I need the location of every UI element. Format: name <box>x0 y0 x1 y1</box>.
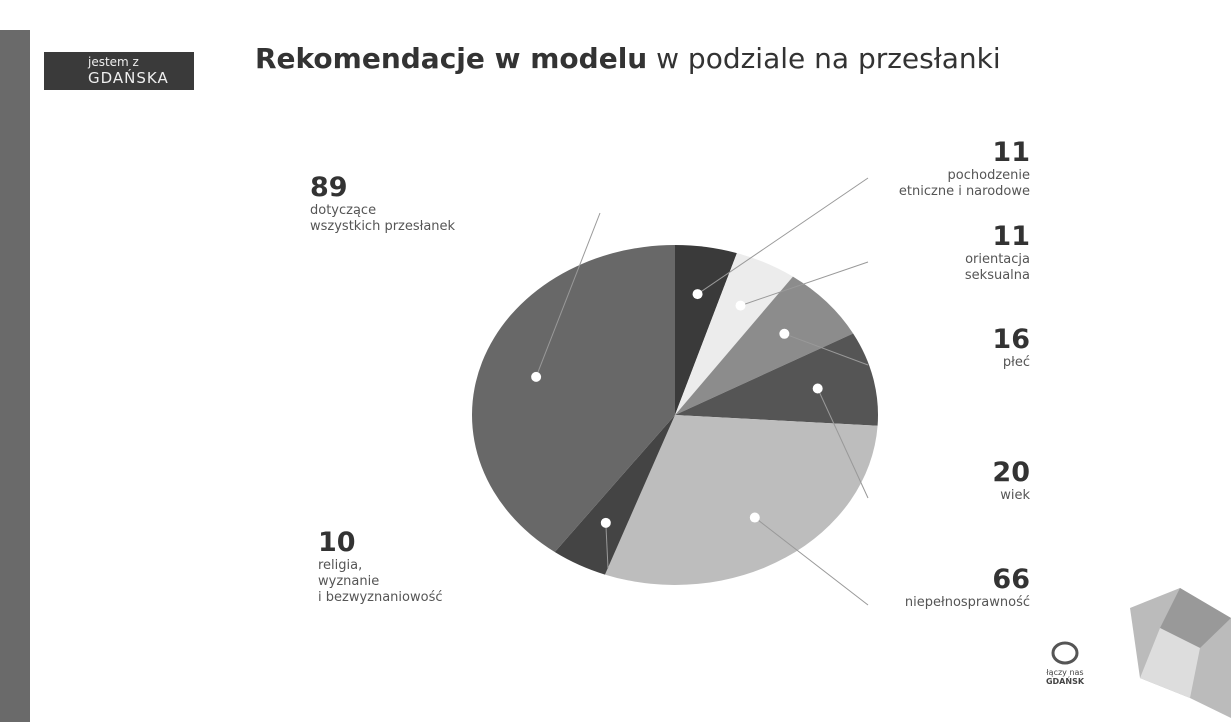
slice-label: 16 płeć <box>992 325 1030 371</box>
slice-label: 11 orientacja seksualna <box>965 222 1030 284</box>
footer-logo: łączy nas GDAŃSK <box>1040 640 1090 686</box>
value-label: 89 <box>310 172 348 203</box>
pie-slice <box>554 415 675 575</box>
slice-label: 89 dotyczące wszystkich przesłanek <box>310 173 455 235</box>
value-label: 20 <box>992 457 1030 488</box>
slice-dot <box>600 517 611 528</box>
slice-dot <box>531 371 542 382</box>
title-bold: Rekomendacje w modelu <box>255 42 648 75</box>
category-label: dotyczące wszystkich przesłanek <box>310 203 456 234</box>
pie-slice <box>472 245 675 552</box>
slice-dot <box>735 300 746 311</box>
category-label: niepełnosprawność <box>904 595 1030 610</box>
logo-text: GDAŃSK <box>1045 677 1085 686</box>
pie-slice <box>675 245 737 415</box>
slice-label: 10 religia, wyznanie i bezwyznaniowość <box>318 528 442 606</box>
pie-slice <box>675 276 854 415</box>
logo-icon <box>1051 641 1079 665</box>
slice-label: 66 niepełnosprawność <box>905 565 1030 611</box>
value-label: 16 <box>992 324 1030 355</box>
leader-line <box>817 388 869 499</box>
logo-text: GDAŃSKA <box>88 69 169 87</box>
leader-line <box>740 261 869 307</box>
value-label: 66 <box>992 564 1030 595</box>
category-label: płeć <box>1002 355 1030 370</box>
slice-label: 20 wiek <box>992 458 1030 504</box>
logo-text: jestem z <box>88 55 139 69</box>
slice-label: 11 pochodzenie etniczne i narodowe <box>899 138 1030 200</box>
category-label: pochodzenie etniczne i narodowe <box>898 168 1030 199</box>
category-label: wiek <box>1000 488 1030 503</box>
leader-line <box>784 333 869 366</box>
decoration <box>1130 588 1231 718</box>
pie-slice <box>604 415 878 585</box>
value-label: 11 <box>992 137 1030 168</box>
slice-dot <box>692 289 703 300</box>
leader-line <box>605 522 609 569</box>
chart-title: Rekomendacje w modelu w podziale na prze… <box>255 42 1001 75</box>
slice-dot <box>749 512 760 523</box>
pie-slice <box>675 333 878 426</box>
value-label: 11 <box>992 221 1030 252</box>
leader-line <box>697 177 869 295</box>
slice-dot <box>812 383 823 394</box>
leader-line <box>535 212 601 378</box>
leader-line <box>754 517 869 606</box>
value-label: 10 <box>318 527 356 558</box>
category-label: orientacja seksualna <box>964 252 1030 283</box>
category-label: religia, wyznanie i bezwyznaniowość <box>318 558 443 605</box>
pie-slice <box>675 253 793 415</box>
logo-text: łączy nas <box>1046 668 1084 677</box>
side-strip <box>0 30 30 722</box>
slice-dot <box>779 328 790 339</box>
logo: jestem z GDAŃSKA <box>44 52 194 90</box>
title-rest: w podziale na przesłanki <box>656 42 1001 75</box>
